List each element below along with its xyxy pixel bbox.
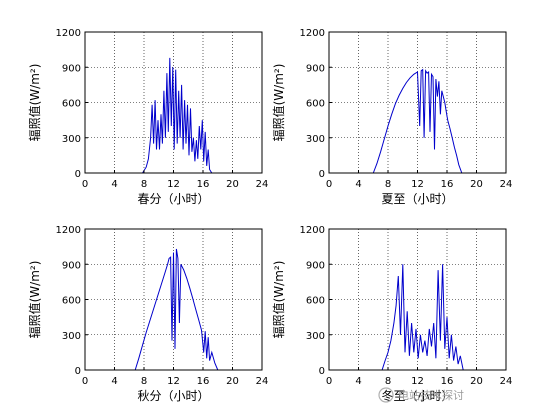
grid bbox=[329, 32, 506, 173]
y-tick-label: 900 bbox=[306, 63, 325, 74]
series-line bbox=[134, 248, 219, 371]
y-tick-label: 300 bbox=[306, 331, 325, 342]
x-axis-label: 夏至（小时） bbox=[381, 192, 453, 206]
x-tick-label: 8 bbox=[385, 376, 391, 387]
y-tick-label: 300 bbox=[62, 331, 81, 342]
y-tick-label: 300 bbox=[306, 134, 325, 145]
panel-autumn-equinox: 0 4 8 12 16 20 24 0 300 600 900 1200 秋分（小时） 辐照值(W/… bbox=[27, 225, 268, 403]
series-line bbox=[381, 264, 464, 371]
y-tick-label: 900 bbox=[62, 63, 81, 74]
x-tick-label: 4 bbox=[355, 179, 361, 190]
y-tick-label: 600 bbox=[306, 99, 325, 110]
x-tick-label: 8 bbox=[141, 376, 147, 387]
x-tick-label: 20 bbox=[226, 376, 239, 387]
y-axis-label: 辐照值(W/m²) bbox=[271, 64, 286, 142]
y-tick-label: 1200 bbox=[300, 28, 325, 39]
y-tick-labels: 0 300 600 900 1200 bbox=[56, 28, 88, 180]
y-tick-label: 1200 bbox=[300, 225, 325, 236]
x-tick-labels: 0 4 8 12 16 20 24 bbox=[82, 367, 269, 387]
y-tick-label: 1200 bbox=[56, 28, 81, 39]
x-tick-label: 16 bbox=[441, 376, 454, 387]
x-tick-label: 16 bbox=[197, 179, 210, 190]
y-axis-label: 辐照值(W/m²) bbox=[27, 64, 42, 142]
x-tick-label: 4 bbox=[355, 376, 361, 387]
x-tick-labels: 0 4 8 12 16 20 24 bbox=[326, 170, 513, 190]
x-tick-label: 0 bbox=[82, 179, 88, 190]
x-tick-label: 20 bbox=[226, 179, 239, 190]
x-tick-label: 12 bbox=[411, 376, 424, 387]
y-tick-label: 900 bbox=[306, 260, 325, 271]
y-tick-label: 900 bbox=[62, 260, 81, 271]
x-tick-label: 12 bbox=[167, 179, 180, 190]
x-tick-label: 24 bbox=[500, 179, 513, 190]
watermark: 电站技术探讨 bbox=[378, 387, 464, 403]
y-tick-label: 600 bbox=[62, 296, 81, 307]
x-tick-label: 24 bbox=[256, 179, 269, 190]
series-line bbox=[142, 57, 213, 174]
x-tick-label: 0 bbox=[326, 376, 332, 387]
y-tick-label: 300 bbox=[62, 134, 81, 145]
panel-spring-equinox: 0 4 8 12 16 20 24 0 300 600 900 1200 春分（小时） 辐照值(W/… bbox=[27, 28, 268, 206]
x-tick-label: 0 bbox=[326, 179, 332, 190]
panel-summer-solstice: 0 4 8 12 16 20 24 0 300 600 900 1200 夏至（小时） 辐照值(W/… bbox=[271, 28, 512, 206]
y-axis-label: 辐照值(W/m²) bbox=[27, 261, 42, 339]
x-axis-label: 冬至（小时） bbox=[381, 388, 453, 403]
x-tick-label: 24 bbox=[256, 376, 269, 387]
x-tick-label: 20 bbox=[470, 179, 483, 190]
y-tick-labels: 0 300 600 900 1200 bbox=[300, 225, 332, 377]
x-tick-label: 12 bbox=[167, 376, 180, 387]
x-axis-label: 秋分（小时） bbox=[137, 389, 209, 403]
x-tick-label: 20 bbox=[470, 376, 483, 387]
y-tick-label: 600 bbox=[306, 296, 325, 307]
watermark-text: 电站技术探讨 bbox=[398, 388, 464, 402]
watermark-logo bbox=[378, 387, 394, 403]
x-axis-label: 春分（小时） bbox=[137, 192, 209, 206]
x-tick-label: 4 bbox=[111, 376, 117, 387]
y-tick-label: 0 bbox=[319, 169, 325, 180]
y-tick-label: 1200 bbox=[56, 225, 81, 236]
y-axis-label: 辐照值(W/m²) bbox=[271, 261, 286, 339]
x-tick-labels: 0 4 8 12 16 20 24 bbox=[326, 367, 513, 387]
x-tick-label: 0 bbox=[82, 376, 88, 387]
series-line bbox=[372, 68, 463, 174]
x-tick-label: 8 bbox=[385, 179, 391, 190]
x-tick-label: 24 bbox=[500, 376, 513, 387]
y-tick-label: 0 bbox=[75, 169, 81, 180]
x-tick-label: 8 bbox=[141, 179, 147, 190]
y-tick-labels: 0 300 600 900 1200 bbox=[56, 225, 88, 377]
x-tick-label: 16 bbox=[197, 376, 210, 387]
y-tick-labels: 0 300 600 900 1200 bbox=[300, 28, 332, 180]
x-tick-label: 4 bbox=[111, 179, 117, 190]
x-tick-label: 12 bbox=[411, 179, 424, 190]
y-tick-label: 0 bbox=[75, 366, 81, 377]
panel-winter-solstice: 0 4 8 12 16 20 24 0 300 600 900 1200 冬至（小时） 辐照值(W/… bbox=[271, 225, 512, 403]
y-tick-label: 600 bbox=[62, 99, 81, 110]
x-tick-label: 16 bbox=[441, 179, 454, 190]
y-tick-label: 0 bbox=[319, 366, 325, 377]
